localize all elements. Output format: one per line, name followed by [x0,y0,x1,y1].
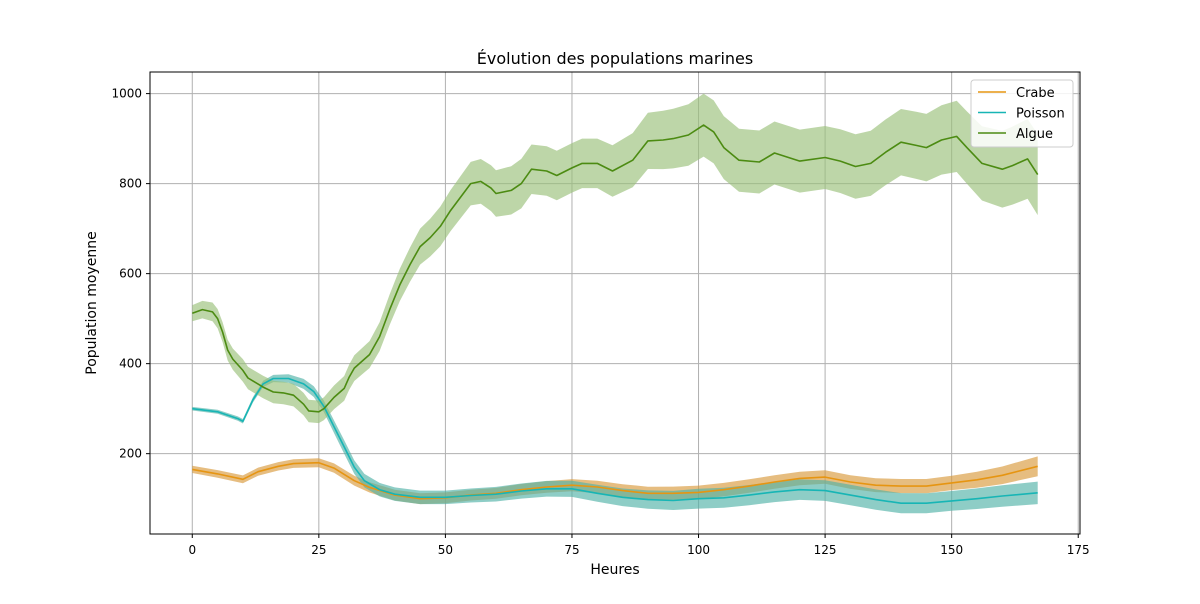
y-tick-label: 1000 [111,87,142,101]
legend: Crabe Poisson Algue [970,79,1074,148]
band-algue [192,93,1038,424]
chart-title: Évolution des populations marines [477,49,753,68]
legend-box [970,79,1074,148]
x-tick-label: 175 [1067,543,1090,557]
y-tick-label: 400 [119,357,142,371]
series-line-algue [192,124,1039,413]
y-axis-ticks: 200 400 600 800 1000 [111,87,150,461]
x-axis-ticks: 0 25 50 75 100 125 150 175 [188,534,1090,557]
confidence-bands [192,93,1038,514]
x-tick-label: 50 [438,543,453,557]
y-tick-label: 800 [119,177,142,191]
x-axis-label: Heures [590,562,639,578]
x-tick-label: 75 [564,543,579,557]
x-tick-label: 0 [188,543,196,557]
y-axis-label: Population moyenne [84,231,100,374]
band-poisson [192,374,1038,514]
legend-label-poisson: Poisson [1016,107,1065,122]
x-tick-label: 100 [687,543,710,557]
legend-label-algue: Algue [1016,127,1053,142]
x-tick-label: 150 [940,543,963,557]
series-line-crabe [192,461,1038,500]
x-tick-label: 25 [311,543,326,557]
y-tick-label: 600 [119,267,142,281]
y-tick-label: 200 [119,447,142,461]
x-tick-label: 125 [814,543,837,557]
plot-frame [149,71,1081,535]
series-lines [192,124,1039,505]
legend-label-crabe: Crabe [1016,86,1055,101]
series-line-poisson [192,377,1038,505]
